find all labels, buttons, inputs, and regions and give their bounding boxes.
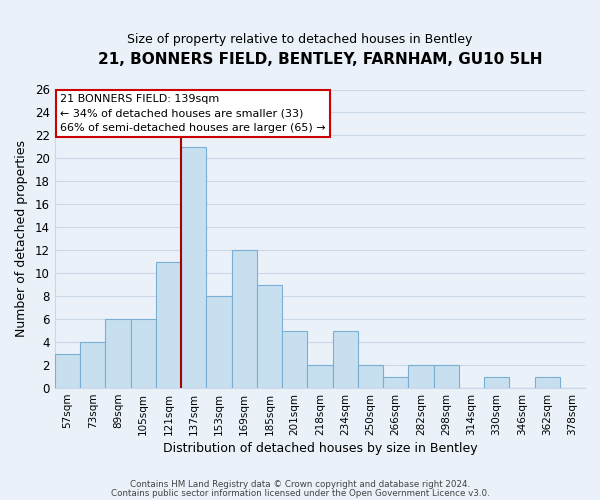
Text: Contains public sector information licensed under the Open Government Licence v3: Contains public sector information licen…: [110, 488, 490, 498]
Y-axis label: Number of detached properties: Number of detached properties: [15, 140, 28, 338]
Bar: [80, 342, 106, 388]
Title: 21, BONNERS FIELD, BENTLEY, FARNHAM, GU10 5LH: 21, BONNERS FIELD, BENTLEY, FARNHAM, GU1…: [98, 52, 542, 68]
Bar: [181, 147, 206, 388]
Bar: [535, 376, 560, 388]
Text: Size of property relative to detached houses in Bentley: Size of property relative to detached ho…: [127, 32, 473, 46]
Bar: [156, 262, 181, 388]
Bar: [408, 365, 434, 388]
Bar: [434, 365, 459, 388]
Bar: [307, 365, 332, 388]
Bar: [106, 319, 131, 388]
Text: Contains HM Land Registry data © Crown copyright and database right 2024.: Contains HM Land Registry data © Crown c…: [130, 480, 470, 489]
Bar: [358, 365, 383, 388]
X-axis label: Distribution of detached houses by size in Bentley: Distribution of detached houses by size …: [163, 442, 477, 455]
Bar: [332, 330, 358, 388]
Bar: [282, 330, 307, 388]
Bar: [232, 250, 257, 388]
Bar: [257, 284, 282, 388]
Bar: [383, 376, 408, 388]
Bar: [131, 319, 156, 388]
Bar: [55, 354, 80, 388]
Bar: [206, 296, 232, 388]
Bar: [484, 376, 509, 388]
Text: 21 BONNERS FIELD: 139sqm
← 34% of detached houses are smaller (33)
66% of semi-d: 21 BONNERS FIELD: 139sqm ← 34% of detach…: [60, 94, 326, 133]
